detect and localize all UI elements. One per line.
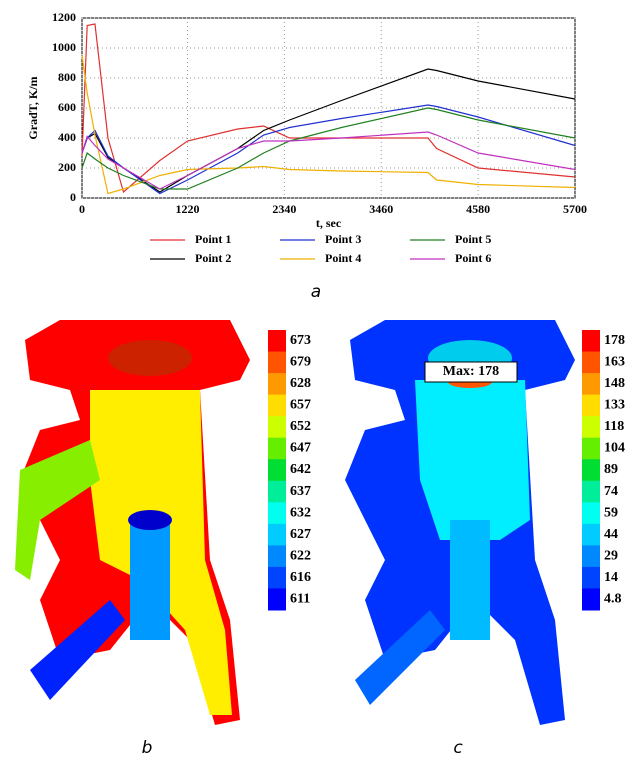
series-line [82, 132, 575, 189]
colorbar-segment [268, 438, 286, 460]
caption: c [453, 738, 463, 758]
x-tick-label: 0 [79, 202, 85, 216]
render-b [15, 320, 250, 725]
colorbar-label: 178 [604, 333, 625, 348]
y-tick-label: 400 [58, 130, 76, 144]
colorbar-label: 14 [604, 570, 618, 585]
y-axis-label: GradT, K/m [26, 76, 40, 139]
x-tick-label: 3460 [369, 202, 393, 216]
colorbar-label: 59 [604, 505, 618, 520]
colorbar-segment [582, 545, 600, 567]
colorbar-label: 74 [604, 484, 618, 499]
x-axis-label: t, sec [316, 216, 342, 230]
colorbar-segment [268, 395, 286, 417]
colorbar-segment [268, 567, 286, 589]
legend-label: Point 3 [325, 232, 361, 246]
colorbar-segment [582, 352, 600, 374]
colorbar-label: 627 [290, 527, 311, 542]
colorbar-segment [268, 588, 286, 610]
colorbar-segment [268, 330, 286, 352]
colorbar-segment [268, 373, 286, 395]
figure: 0 200 400 600 800 1000 1200 0 1220 2340 3460 4580 57… [0, 0, 632, 760]
colorbar-segment [268, 545, 286, 567]
legend-label: Point 2 [195, 251, 231, 265]
caption: b [142, 738, 153, 758]
colorbar-segment [582, 481, 600, 503]
colorbar-label: 622 [290, 548, 311, 563]
x-tick-label: 4580 [466, 202, 490, 216]
colorbar-label: 642 [290, 462, 311, 477]
colorbar-segment [268, 459, 286, 481]
colorbar-label: 44 [604, 527, 618, 542]
colorbar-segment [582, 567, 600, 589]
legend-label: Point 4 [325, 251, 361, 265]
y-tick-label: 200 [58, 160, 76, 174]
colorbar-segment [582, 524, 600, 546]
y-tick-label: 800 [58, 70, 76, 84]
colorbar-label: 29 [604, 548, 618, 563]
colorbar-label: 637 [290, 484, 311, 499]
series-line [82, 105, 575, 194]
colorbar-segment [582, 588, 600, 610]
colorbar-segment [582, 395, 600, 417]
colorbar-segment [582, 438, 600, 460]
colorbar-segment [268, 481, 286, 503]
legend-label: Point 6 [455, 251, 491, 265]
caption: a [311, 282, 321, 302]
colorbar-label: 104 [604, 441, 625, 456]
colorbar-segment [582, 416, 600, 438]
legend-label: Point 5 [455, 232, 491, 246]
y-tick-label: 1200 [52, 10, 76, 24]
colorbar-label: 89 [604, 462, 618, 477]
colorbar-label: 4.8 [604, 591, 622, 606]
colorbar-label: 133 [604, 398, 625, 413]
colorbar-label: 679 [290, 355, 311, 370]
x-tick-label: 2340 [272, 202, 296, 216]
colorbar-label: 163 [604, 355, 625, 370]
colorbar-label: 652 [290, 419, 311, 434]
colorbar-label: 616 [290, 570, 311, 585]
colorbar-label: 628 [290, 376, 311, 391]
colorbar-label: 657 [290, 398, 311, 413]
legend-label: Point 1 [195, 232, 231, 246]
series-line [82, 24, 575, 192]
colorbar-segment [582, 502, 600, 524]
colorbar-segment [582, 330, 600, 352]
colorbar-label: 632 [290, 505, 311, 520]
colorbar-label: 673 [290, 333, 311, 348]
y-tick-label: 1000 [52, 40, 76, 54]
colorbar-label: 118 [604, 419, 624, 434]
x-tick-label: 1220 [176, 202, 200, 216]
x-tick-label: 5700 [563, 202, 587, 216]
y-tick-label: 0 [70, 190, 76, 204]
colorbar-label: 611 [290, 591, 310, 606]
colorbar-segment [268, 352, 286, 374]
colorbar-label: 148 [604, 376, 625, 391]
annotation: Max: 178 [443, 364, 499, 379]
colorbar-label: 647 [290, 441, 311, 456]
colorbar-segment [582, 373, 600, 395]
y-tick-label: 600 [58, 100, 76, 114]
colorbar-segment [268, 502, 286, 524]
colorbar-segment [582, 459, 600, 481]
colorbar-segment [268, 524, 286, 546]
colorbar-segment [268, 416, 286, 438]
